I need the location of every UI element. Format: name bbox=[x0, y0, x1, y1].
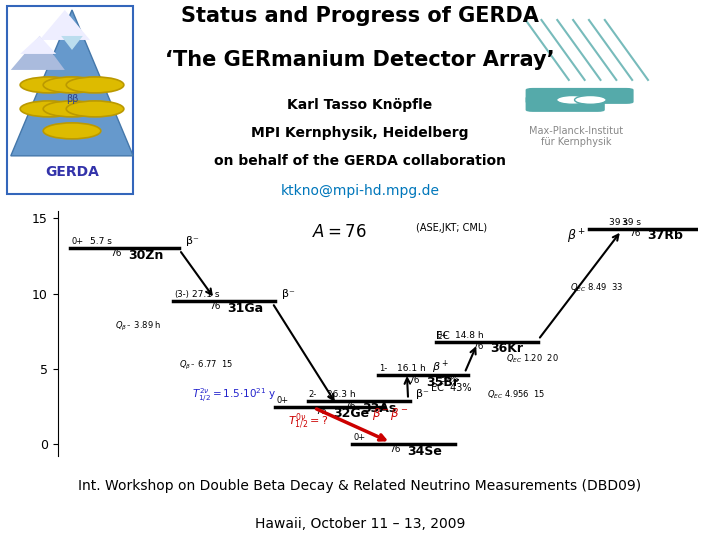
Text: 39 s: 39 s bbox=[608, 218, 628, 227]
Circle shape bbox=[43, 123, 101, 139]
Text: $Q_{EC}$ 8.49  33: $Q_{EC}$ 8.49 33 bbox=[570, 281, 624, 294]
Text: 39 s: 39 s bbox=[621, 218, 641, 227]
Text: Karl Tasso Knöpfle: Karl Tasso Knöpfle bbox=[287, 98, 433, 112]
Text: 30Zn: 30Zn bbox=[128, 249, 163, 262]
Text: 37Rb: 37Rb bbox=[647, 230, 683, 242]
Text: Max-Planck-Institut
für Kernphysik: Max-Planck-Institut für Kernphysik bbox=[529, 126, 623, 147]
Circle shape bbox=[66, 101, 124, 117]
Text: 31Ga: 31Ga bbox=[228, 302, 264, 315]
Text: $\beta^-\beta^-$: $\beta^-\beta^-$ bbox=[372, 407, 408, 422]
Text: Int. Workshop on Double Beta Decay & Related Neutrino Measurements (DBD09): Int. Workshop on Double Beta Decay & Rel… bbox=[78, 480, 642, 493]
Polygon shape bbox=[20, 36, 56, 54]
Text: $Q_{EC}$ 4.956  15: $Q_{EC}$ 4.956 15 bbox=[487, 388, 546, 401]
Text: (ASE,JKT; CML): (ASE,JKT; CML) bbox=[416, 224, 487, 233]
Text: 76: 76 bbox=[408, 376, 420, 384]
Polygon shape bbox=[61, 36, 83, 50]
FancyBboxPatch shape bbox=[526, 88, 634, 104]
Text: GERDA: GERDA bbox=[45, 165, 99, 179]
Text: EC  43%: EC 43% bbox=[431, 383, 472, 393]
Text: 33As: 33As bbox=[362, 402, 396, 415]
Circle shape bbox=[43, 101, 101, 117]
Text: 27.1 s: 27.1 s bbox=[192, 290, 220, 299]
Text: on behalf of the GERDA collaboration: on behalf of the GERDA collaboration bbox=[214, 154, 506, 168]
Text: EC: EC bbox=[436, 331, 449, 341]
Circle shape bbox=[43, 77, 101, 93]
FancyBboxPatch shape bbox=[7, 6, 133, 194]
Text: 0+: 0+ bbox=[276, 396, 289, 405]
Text: 0+: 0+ bbox=[354, 434, 366, 442]
Text: 76: 76 bbox=[210, 302, 221, 311]
Text: (3-): (3-) bbox=[174, 290, 189, 299]
Text: 76: 76 bbox=[472, 342, 484, 352]
Text: 16.1 h: 16.1 h bbox=[397, 364, 426, 373]
Text: $T_{1/2}^{2\nu} = 1.5{\cdot}10^{21}$ y: $T_{1/2}^{2\nu} = 1.5{\cdot}10^{21}$ y bbox=[192, 387, 276, 405]
Text: 76: 76 bbox=[110, 249, 122, 258]
Text: 76: 76 bbox=[389, 445, 400, 454]
Text: β⁻: β⁻ bbox=[282, 289, 294, 299]
Circle shape bbox=[557, 96, 588, 104]
Text: $Q_{EC}$ 1.20  20: $Q_{EC}$ 1.20 20 bbox=[506, 352, 559, 365]
Text: $\beta^+$: $\beta^+$ bbox=[567, 228, 586, 246]
Text: Status and Progress of GERDA: Status and Progress of GERDA bbox=[181, 6, 539, 26]
Text: 0+: 0+ bbox=[72, 238, 84, 246]
FancyBboxPatch shape bbox=[526, 96, 605, 112]
Text: MPI Kernphysik, Heidelberg: MPI Kernphysik, Heidelberg bbox=[251, 126, 469, 140]
Text: 35Br: 35Br bbox=[426, 376, 459, 389]
Circle shape bbox=[20, 101, 78, 117]
Circle shape bbox=[575, 96, 606, 104]
Text: $Q_{\beta^-}$ 3.89 h: $Q_{\beta^-}$ 3.89 h bbox=[115, 320, 162, 333]
Text: 76: 76 bbox=[629, 230, 641, 239]
Text: 14.8 h: 14.8 h bbox=[455, 331, 484, 340]
Polygon shape bbox=[11, 36, 65, 70]
Text: 32Ge: 32Ge bbox=[333, 407, 369, 420]
Circle shape bbox=[66, 77, 124, 93]
Text: 36Kr: 36Kr bbox=[490, 342, 523, 355]
Text: $\beta^+$: $\beta^+$ bbox=[433, 359, 449, 376]
Polygon shape bbox=[11, 10, 133, 156]
Text: ββ: ββ bbox=[66, 94, 78, 104]
Text: 26.3 h: 26.3 h bbox=[327, 390, 356, 400]
Text: β⁻: β⁻ bbox=[416, 389, 429, 400]
Text: ktkno@mpi-hd.mpg.de: ktkno@mpi-hd.mpg.de bbox=[281, 184, 439, 198]
Polygon shape bbox=[40, 10, 90, 40]
Text: 1-: 1- bbox=[379, 364, 387, 373]
Text: $Q_{\beta^-}$ 6.77  15: $Q_{\beta^-}$ 6.77 15 bbox=[179, 359, 233, 372]
Text: Hawaii, October 11 – 13, 2009: Hawaii, October 11 – 13, 2009 bbox=[255, 517, 465, 531]
Text: 0+: 0+ bbox=[437, 331, 449, 340]
Text: 2-: 2- bbox=[309, 390, 317, 400]
Text: 57%: 57% bbox=[440, 375, 459, 384]
Text: $A = 76$: $A = 76$ bbox=[312, 222, 367, 241]
Text: 76: 76 bbox=[315, 407, 327, 416]
Text: 76: 76 bbox=[344, 402, 356, 411]
Text: $T_{1/2}^{0\nu} = ?$: $T_{1/2}^{0\nu} = ?$ bbox=[288, 411, 328, 431]
Text: ‘The GERmanium Detector Array’: ‘The GERmanium Detector Array’ bbox=[165, 50, 555, 70]
Text: 5.7 s: 5.7 s bbox=[89, 238, 112, 246]
Circle shape bbox=[20, 77, 78, 93]
Text: 34Se: 34Se bbox=[407, 445, 441, 458]
Text: β⁻: β⁻ bbox=[186, 237, 199, 246]
